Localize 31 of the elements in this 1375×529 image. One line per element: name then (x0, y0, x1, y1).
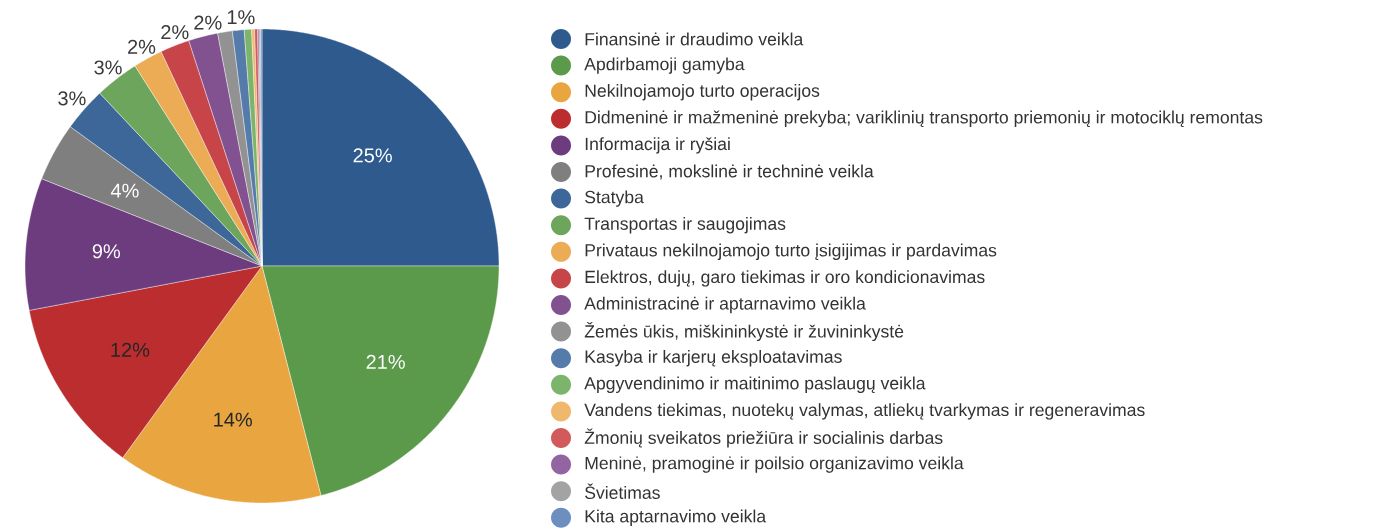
legend-label: Statyba (585, 190, 644, 207)
data-label: 14% (214, 412, 252, 427)
legend-label: Finansinė ir draudimo veikla (585, 32, 804, 46)
legend-label: Informacija ir ryšiai (585, 137, 730, 154)
legend-label: Vandens tiekimas, nuotekų valymas, atliekų tvarkymas ir regeneravimas (584, 403, 1145, 420)
data-label: 21% (366, 354, 405, 369)
data-label: 9% (92, 244, 121, 259)
data-label: 4% (110, 183, 139, 198)
legend-label: Administracinė ir aptarnavimo veikla (584, 296, 866, 314)
legend-label: Žemės ūkis, miškininkystė ir žuvininkystė (584, 322, 904, 342)
legend-label: Kasyba ir karjerų eksploatavimas (585, 349, 842, 367)
data-label: 1% (227, 10, 255, 25)
legend-label: Profesinė, mokslinė ir techninė veikla (585, 164, 874, 180)
legend-label: Privataus nekilnojamojo turto įsigijimas ir pardavimas (585, 243, 997, 260)
data-label: 3% (94, 60, 122, 75)
legend-label: Transportas ir saugojimas (584, 216, 786, 234)
legend-label: Apdirbamoji gamyba (584, 57, 745, 74)
legend-label: Didmeninė ir mažmeninė prekyba; variklinių transporto priemonių ir motociklų remontas (585, 110, 1263, 128)
legend-label: Kita aptarnavimo veikla (585, 509, 767, 526)
data-label: 25% (353, 148, 392, 163)
data-label: 2% (128, 39, 156, 54)
legend-label: Nekilnojamojo turto operacijos (585, 83, 820, 101)
data-label: 12% (111, 342, 150, 357)
data-label: 2% (194, 15, 222, 30)
legend-label: Meninė, pramoginė ir poilsio organizavimo veikla (585, 456, 964, 473)
data-label: 2% (161, 25, 189, 40)
legend-label: Žmonių sveikatos priežiūra ir socialinis darbas (584, 428, 943, 448)
legend-label: Švietimas (585, 483, 660, 499)
legend-label: Apgyvendinimo ir maitinimo paslaugų veikla (584, 376, 926, 393)
data-label: 3% (58, 91, 86, 106)
legend-label: Elektros, dujų, garo tiekimas ir oro kondicionavimas (585, 270, 985, 287)
